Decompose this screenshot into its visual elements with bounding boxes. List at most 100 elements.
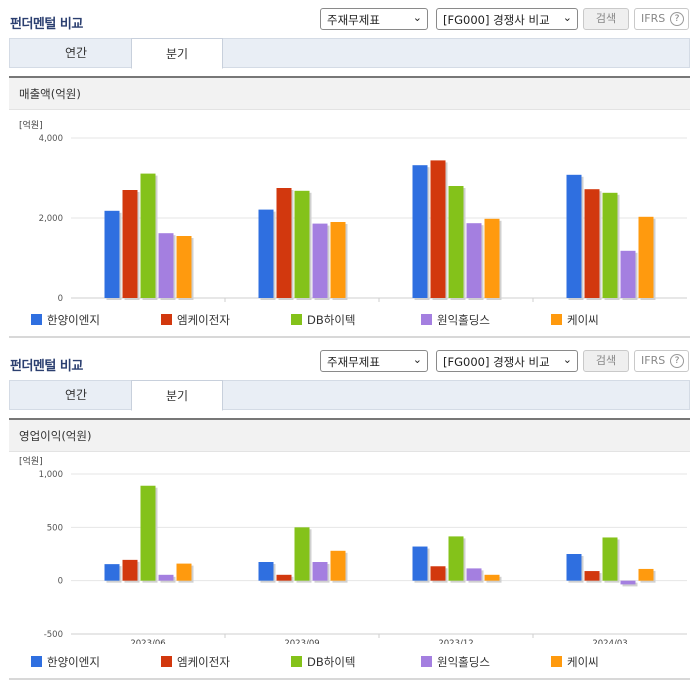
legend-item[interactable]: 한양이엔지 — [31, 312, 100, 328]
compare-select-value: [FG000] 경쟁사 비교 — [443, 355, 550, 369]
compare-select[interactable]: [FG000] 경쟁사 비교 ⌄ — [436, 350, 578, 372]
bar — [294, 527, 310, 581]
bar — [484, 574, 500, 581]
bar — [176, 563, 192, 581]
legend-label: 엠케이전자 — [177, 313, 230, 327]
bar — [566, 174, 582, 298]
legend-item[interactable]: 원익홀딩스 — [421, 654, 490, 670]
x-tick-label: 2023/12 — [438, 639, 473, 644]
legend-swatch — [421, 656, 432, 667]
fundamental-section-operating-profit: 펀더멘털 비교 주재무제표 ⌄ [FG000] 경쟁사 비교 ⌄ 검색 IFRS? … — [0, 342, 696, 680]
y-tick-label: 500 — [47, 523, 63, 533]
legend-item[interactable]: 한양이엔지 — [31, 654, 100, 670]
legend-swatch — [161, 656, 172, 667]
legend-label: 엠케이전자 — [177, 655, 230, 669]
legend-label: 원익홀딩스 — [437, 655, 490, 669]
legend-swatch — [551, 656, 562, 667]
bar — [158, 233, 174, 298]
bar — [620, 250, 636, 298]
section-title: 펀더멘털 비교 — [10, 17, 83, 32]
bar — [276, 574, 292, 581]
bar — [412, 546, 428, 581]
y-tick-label: -500 — [44, 630, 63, 640]
tab-annual[interactable]: 연간 — [64, 46, 88, 60]
legend-label: 한양이엔지 — [47, 313, 100, 327]
statement-select-value: 주재무제표 — [327, 13, 380, 27]
tab-annual[interactable]: 연간 — [64, 388, 88, 402]
y-tick-label: 0 — [58, 294, 63, 302]
legend-swatch — [291, 656, 302, 667]
operating-profit-chart: [억원] -500 0 500 1,000 2023/06 2023/09 2023/12 20… — [19, 455, 687, 644]
help-icon[interactable]: ? — [670, 354, 684, 368]
legend-item[interactable]: 케이씨 — [551, 654, 599, 670]
tab-quarter[interactable]: 분기 — [131, 380, 223, 411]
legend-item[interactable]: DB하이텍 — [291, 312, 355, 328]
bar — [466, 568, 482, 581]
compare-select[interactable]: [FG000] 경쟁사 비교 ⌄ — [436, 8, 578, 30]
ifrs-button[interactable]: IFRS? — [634, 8, 689, 30]
search-button[interactable]: 검색 — [583, 8, 629, 30]
legend-label: 케이씨 — [567, 655, 599, 669]
legend-swatch — [31, 656, 42, 667]
bar — [176, 236, 192, 298]
axis-unit-label: [억원] — [19, 119, 43, 131]
bar — [638, 568, 654, 581]
legend-label: DB하이텍 — [307, 655, 356, 669]
tab-quarter[interactable]: 분기 — [131, 38, 223, 69]
help-icon[interactable]: ? — [670, 12, 684, 26]
legend-item[interactable]: 원익홀딩스 — [421, 312, 490, 328]
chart-legend: 한양이엔지 엠케이전자 DB하이텍 원익홀딩스 케이씨 — [9, 654, 690, 670]
legend-swatch — [31, 314, 42, 325]
legend-swatch — [551, 314, 562, 325]
legend-swatch — [161, 314, 172, 325]
bar — [140, 173, 156, 298]
legend-swatch — [291, 314, 302, 325]
legend-item[interactable]: 엠케이전자 — [161, 312, 230, 328]
bar — [584, 571, 600, 581]
bar — [104, 564, 120, 581]
axis-unit-label: [억원] — [19, 455, 43, 467]
bar — [330, 222, 346, 298]
section-title: 펀더멘털 비교 — [10, 359, 83, 374]
bar — [448, 536, 464, 581]
chevron-down-icon: ⌄ — [412, 11, 422, 24]
section-header: 펀더멘털 비교 주재무제표 ⌄ [FG000] 경쟁사 비교 ⌄ 검색 IFRS? — [0, 342, 696, 380]
bar — [258, 209, 274, 298]
legend-label: 한양이엔지 — [47, 655, 100, 669]
search-button[interactable]: 검색 — [583, 350, 629, 372]
legend-label: 원익홀딩스 — [437, 313, 490, 327]
bar — [312, 223, 328, 298]
chart-panel: 영업이익(억원) [억원] -500 0 500 1,000 2023/06 2023/09… — [9, 418, 690, 680]
chevron-down-icon: ⌄ — [562, 11, 572, 24]
legend-item[interactable]: 엠케이전자 — [161, 654, 230, 670]
panel-title: 매출액(억원) — [9, 78, 690, 110]
bar — [484, 218, 500, 298]
legend-label: DB하이텍 — [307, 313, 356, 327]
chart-panel: 매출액(억원) [억원]02,0004,0002023/062023/09202… — [9, 76, 690, 338]
legend-item[interactable]: 케이씨 — [551, 312, 599, 328]
bar — [312, 562, 328, 581]
bar — [584, 189, 600, 298]
period-tabs: 연간 분기 — [9, 38, 690, 69]
ifrs-button[interactable]: IFRS? — [634, 350, 689, 372]
chevron-down-icon: ⌄ — [412, 353, 422, 366]
compare-select-value: [FG000] 경쟁사 비교 — [443, 13, 550, 27]
bar — [620, 580, 636, 585]
statement-select[interactable]: 주재무제표 ⌄ — [320, 8, 428, 30]
statement-select[interactable]: 주재무제표 ⌄ — [320, 350, 428, 372]
x-tick-label: 2023/06 — [130, 639, 165, 644]
bar — [122, 190, 138, 298]
bar — [412, 165, 428, 298]
y-tick-label: 1,000 — [39, 470, 63, 480]
bar — [602, 192, 618, 298]
bar-shadow — [622, 582, 638, 587]
legend-item[interactable]: DB하이텍 — [291, 654, 355, 670]
statement-select-value: 주재무제표 — [327, 355, 380, 369]
bar — [330, 550, 346, 581]
x-tick-label: 2024/03 — [592, 639, 627, 644]
bar — [294, 190, 310, 298]
bar — [602, 537, 618, 581]
chevron-down-icon: ⌄ — [562, 353, 572, 366]
section-header: 펀더멘털 비교 주재무제표 ⌄ [FG000] 경쟁사 비교 ⌄ 검색 IFRS? — [0, 0, 696, 38]
bar — [466, 223, 482, 298]
